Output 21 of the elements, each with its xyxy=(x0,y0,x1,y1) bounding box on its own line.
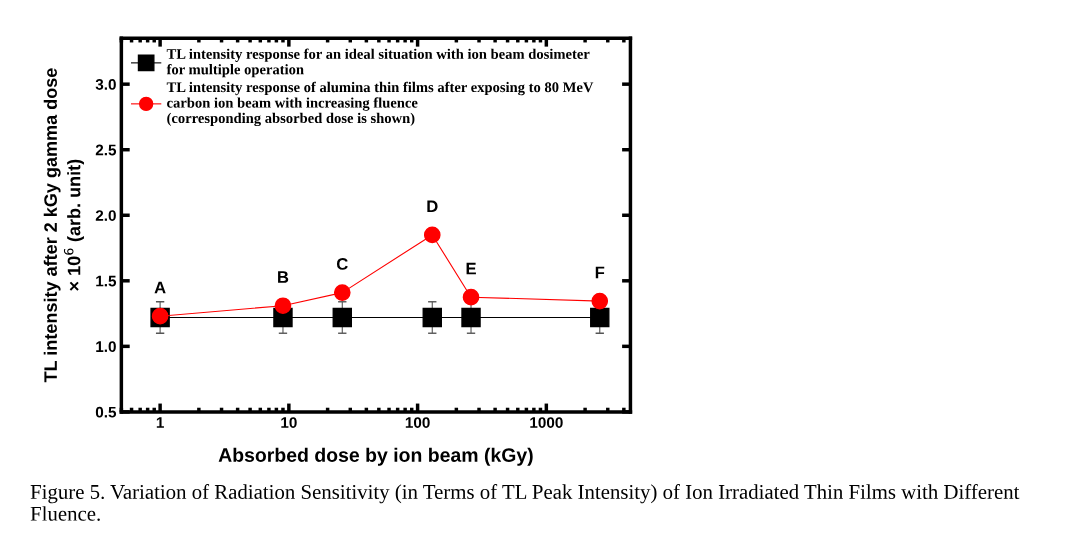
x-axis-title: Absorbed dose by ion beam (kGy) xyxy=(218,447,533,466)
annotation: D xyxy=(427,200,438,213)
caption: Figure 5. Variation of Radiation Sensitivity (in Terms of TL Peak Intensity) of Ion Irradiated Thin Films with Different Fluence. xyxy=(30,484,1020,521)
y-tick-label: 2.5 xyxy=(95,144,117,156)
x-tick-label: 10 xyxy=(281,417,297,428)
y-tick-label: 1.5 xyxy=(96,275,117,287)
x-tick-label: 100 xyxy=(405,417,430,428)
annotation: E xyxy=(466,262,476,275)
annotation: B xyxy=(278,271,289,283)
y-tick-label: 2.0 xyxy=(95,210,116,221)
legend-label: TL intensity response of alumina thin films after exposing to 80 MeV carbon ion beam with increasing fluence (corresponding absorbed dose is shown) xyxy=(166,81,594,127)
y-tick-label: 0.5 xyxy=(95,406,117,418)
annotation: F xyxy=(595,266,605,279)
y-tick-label: 3.0 xyxy=(95,79,116,90)
y-tick-label: 1.0 xyxy=(96,341,116,353)
x-tick-label: 1000 xyxy=(530,417,563,428)
legend-label: TL intensity response for an ideal situation with ion beam dosimeter for multiple operation xyxy=(166,48,590,78)
x-tick-label: 1 xyxy=(156,417,164,428)
annotation: A xyxy=(154,281,166,294)
annotation: C xyxy=(336,258,348,270)
y-axis-title: TL intensity after 2 kGy gamma dose × 10$^{6}$ (arb. unit) xyxy=(43,68,84,383)
